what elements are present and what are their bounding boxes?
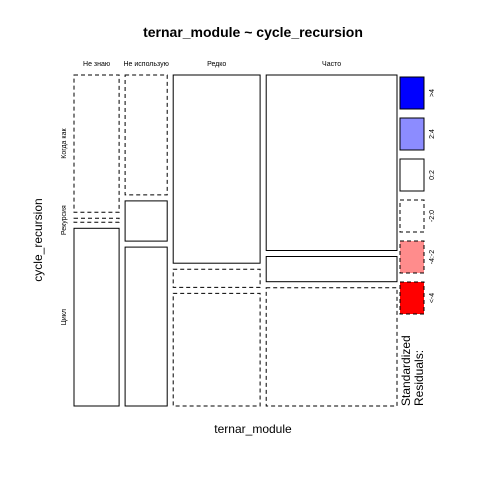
legend-label: >4 xyxy=(429,89,436,97)
legend-title: Residuals: xyxy=(412,350,426,406)
mosaic-cell xyxy=(265,74,398,251)
legend-swatch xyxy=(399,117,425,151)
legend-swatch xyxy=(399,158,425,192)
mosaic-cell xyxy=(124,200,168,242)
x-tick-label: Редко xyxy=(207,61,226,68)
x-tick-labels: Не знаю Не использую Редко Часто xyxy=(83,61,341,68)
mosaic-cell xyxy=(73,74,120,213)
legend-swatch xyxy=(399,199,425,233)
legend-swatch xyxy=(399,281,425,315)
y-tick-label: Рекурсия xyxy=(61,205,68,235)
legend-swatch xyxy=(399,240,425,274)
legend-title: Standardized xyxy=(399,335,413,406)
y-tick-labels: Когда как Рекурсия Цикл xyxy=(61,128,68,326)
mosaic-cells xyxy=(73,74,398,407)
y-tick-label: Когда как xyxy=(61,128,68,159)
mosaic-cell xyxy=(124,246,168,407)
mosaic-cell xyxy=(265,256,398,283)
legend: >4 2:4 0:2 -2:0 -4:-2 <-4 Standardized Residual… xyxy=(399,76,436,406)
mosaic-cell xyxy=(172,292,261,407)
y-axis-label: cycle_recursion xyxy=(31,198,45,281)
x-tick-label: Не использую xyxy=(123,61,168,68)
mosaic-cell xyxy=(265,287,398,407)
x-axis-label: ternar_module xyxy=(214,422,292,436)
x-tick-label: Часто xyxy=(322,61,341,68)
legend-label: 2:4 xyxy=(429,129,436,139)
legend-swatch xyxy=(399,76,425,110)
mosaic-cell xyxy=(172,268,261,288)
legend-label: -4:-2 xyxy=(429,250,436,265)
chart-title: ternar_module ~ cycle_recursion xyxy=(143,24,363,40)
mosaic-cell xyxy=(73,217,120,223)
mosaic-cell xyxy=(124,74,168,196)
legend-label: 0:2 xyxy=(429,170,436,180)
mosaic-cell xyxy=(172,74,261,264)
y-tick-label: Цикл xyxy=(61,309,68,325)
legend-label: -2:0 xyxy=(429,210,436,222)
mosaic-cell xyxy=(73,227,120,407)
legend-label: <-4 xyxy=(429,293,436,303)
x-tick-label: Не знаю xyxy=(83,61,110,68)
